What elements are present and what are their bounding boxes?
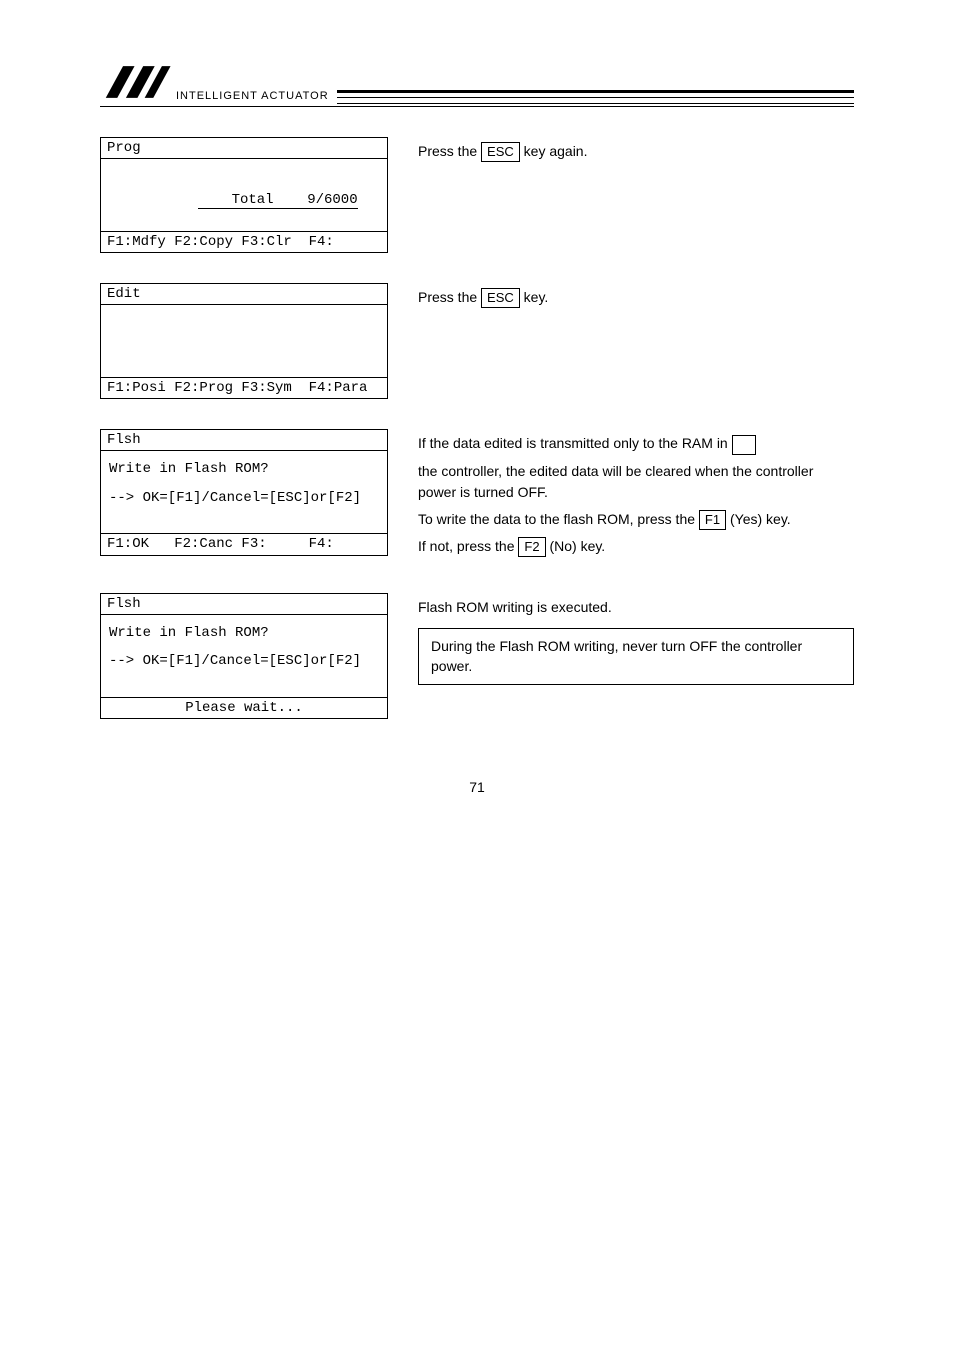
instr-prog: Press the ESC key again.: [418, 137, 854, 162]
lcd-flsh-1-line2: --> OK=[F1]/Cancel=[ESC]or[F2]: [109, 490, 379, 506]
lcd-flsh-2-title: Flsh: [101, 594, 387, 615]
row-edit: Edit F1:Posi F2:Prog F3:Sym F4:Para Pres…: [100, 283, 854, 399]
lcd-flsh-1-title: Flsh: [101, 430, 387, 451]
lcd-flsh-1-line1: Write in Flash ROM?: [109, 461, 379, 477]
key-f1: F1: [699, 510, 726, 530]
row-flsh-writing: Flsh Write in Flash ROM? --> OK=[F1]/Can…: [100, 593, 854, 719]
instr-flsh1-d-pre: If not, press the: [418, 538, 518, 554]
caution-box: During the Flash ROM writing, never turn…: [418, 628, 854, 685]
logo: INTELLIGENT ACTUATOR: [100, 60, 329, 104]
lcd-edit-title: Edit: [101, 284, 387, 305]
instr-flsh-2: Flash ROM writing is executed. During th…: [418, 593, 854, 685]
lcd-prog-total-text: Total 9/6000: [198, 192, 358, 209]
key-f2: F2: [518, 537, 545, 557]
instr-prog-pre: Press the: [418, 143, 481, 159]
lcd-prog-total: Total 9/6000: [109, 176, 379, 227]
lcd-flsh-2-line2: --> OK=[F1]/Cancel=[ESC]or[F2]: [109, 653, 379, 669]
logo-text: INTELLIGENT ACTUATOR: [176, 90, 329, 102]
instr-flsh1-d-post: (No) key.: [549, 538, 605, 554]
lcd-edit: Edit F1:Posi F2:Prog F3:Sym F4:Para: [100, 283, 388, 399]
instr-flsh-1: If the data edited is transmitted only t…: [418, 429, 854, 563]
instr-edit-pre: Press the: [418, 289, 481, 305]
lcd-flsh-1: Flsh Write in Flash ROM? --> OK=[F1]/Can…: [100, 429, 388, 555]
instr-flsh2-a: Flash ROM writing is executed.: [418, 597, 854, 618]
lcd-edit-body: [101, 305, 387, 377]
key-esc-2: ESC: [481, 288, 520, 308]
row-prog: Prog Total 9/6000 F1:Mdfy F2:Copy F3:Clr…: [100, 137, 854, 253]
lcd-edit-footer: F1:Posi F2:Prog F3:Sym F4:Para: [101, 377, 387, 398]
instr-edit: Press the ESC key.: [418, 283, 854, 308]
lcd-flsh-1-footer: F1:OK F2:Canc F3: F4:: [101, 533, 387, 554]
lcd-flsh-2-body: Write in Flash ROM? --> OK=[F1]/Cancel=[…: [101, 615, 387, 697]
header-rule: [337, 90, 854, 104]
lcd-flsh-1-body: Write in Flash ROM? --> OK=[F1]/Cancel=[…: [101, 451, 387, 533]
page-number: 71: [100, 779, 854, 795]
instr-flsh1-c-pre: To write the data to the flash ROM, pres…: [418, 511, 699, 527]
instr-flsh1-b: the controller, the edited data will be …: [418, 461, 854, 503]
page-header: INTELLIGENT ACTUATOR: [100, 60, 854, 107]
instr-edit-post: key.: [524, 289, 549, 305]
lcd-prog: Prog Total 9/6000 F1:Mdfy F2:Copy F3:Clr…: [100, 137, 388, 253]
row-flsh-confirm: Flsh Write in Flash ROM? --> OK=[F1]/Can…: [100, 429, 854, 563]
lcd-prog-title: Prog: [101, 138, 387, 159]
lcd-flsh-2: Flsh Write in Flash ROM? --> OK=[F1]/Can…: [100, 593, 388, 719]
instr-prog-post: key again.: [524, 143, 588, 159]
instr-flsh1-c-post: (Yes) key.: [730, 511, 791, 527]
lcd-flsh-2-line1: Write in Flash ROM?: [109, 625, 379, 641]
lcd-prog-body: Total 9/6000: [101, 159, 387, 231]
key-blank-icon: [732, 435, 756, 455]
logo-mark-icon: [100, 60, 172, 104]
instr-flsh1-a: If the data edited is transmitted only t…: [418, 435, 728, 451]
lcd-prog-footer: F1:Mdfy F2:Copy F3:Clr F4:: [101, 231, 387, 252]
lcd-flsh-2-footer: Please wait...: [101, 697, 387, 718]
key-esc-1: ESC: [481, 142, 520, 162]
